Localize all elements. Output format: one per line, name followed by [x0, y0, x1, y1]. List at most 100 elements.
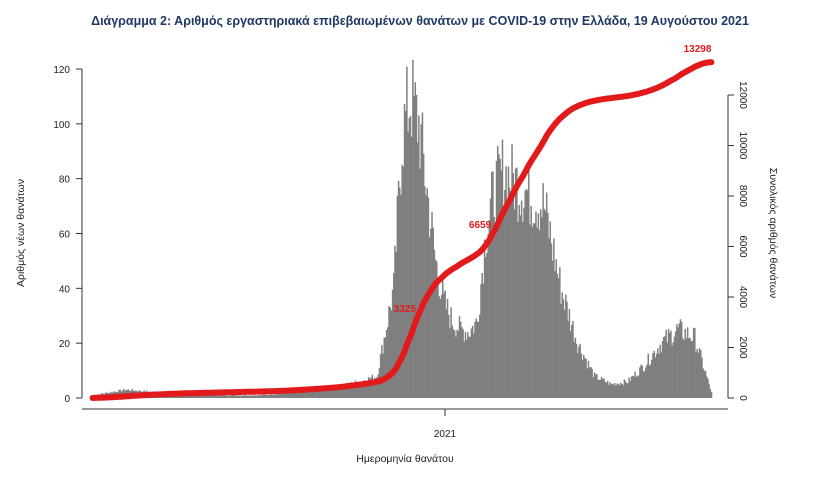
- bar: [453, 330, 456, 398]
- bar: [291, 392, 293, 398]
- bar: [336, 387, 339, 398]
- left-ticks: 0 20 40 60 80 100 120: [53, 65, 82, 405]
- x-axis-label: Ημερομηνία θανάτου: [356, 453, 454, 465]
- bar: [260, 394, 262, 398]
- bar: [339, 387, 341, 398]
- bar: [384, 337, 387, 398]
- bar: [525, 188, 528, 398]
- bar: [627, 383, 629, 398]
- bar: [682, 338, 684, 398]
- bar: [530, 206, 532, 398]
- y-tick-label: 20: [59, 339, 71, 350]
- cumulative-label: 6659: [469, 220, 492, 231]
- bar: [702, 368, 704, 398]
- bar: [348, 384, 351, 398]
- bar: [584, 358, 586, 398]
- bar: [599, 379, 602, 398]
- bar: [262, 394, 265, 398]
- bar: [593, 372, 596, 398]
- bar: [397, 180, 400, 398]
- bar: [620, 382, 622, 398]
- bar: [123, 388, 125, 398]
- bar: [195, 395, 198, 398]
- cumulative-labels: 3325 6659 13298: [394, 44, 712, 315]
- bar: [624, 381, 627, 398]
- bar: [636, 375, 639, 398]
- bar: [555, 259, 558, 398]
- bar: [366, 382, 369, 398]
- bar: [554, 271, 556, 398]
- bar: [467, 332, 469, 398]
- bar: [345, 385, 347, 398]
- bar: [353, 383, 356, 398]
- bar: [647, 353, 649, 398]
- bar: [428, 237, 431, 398]
- bar: [413, 95, 415, 398]
- bar: [621, 383, 623, 398]
- bar: [664, 336, 666, 398]
- bar: [289, 392, 291, 398]
- bar: [286, 392, 289, 398]
- bar: [708, 384, 710, 398]
- bar: [281, 392, 284, 398]
- bar: [494, 226, 497, 398]
- bar: [500, 170, 503, 398]
- bar: [571, 324, 573, 398]
- bar: [544, 210, 547, 398]
- bar: [674, 331, 677, 398]
- bar: [604, 381, 606, 398]
- bar: [351, 385, 353, 398]
- bar: [543, 208, 546, 398]
- bar: [295, 391, 297, 398]
- bar: [377, 374, 380, 398]
- y2-axis-label: Συνολικός αριθμός θανάτων: [767, 168, 779, 298]
- bar: [418, 115, 420, 398]
- bar: [247, 395, 249, 398]
- bar: [375, 378, 377, 398]
- y-tick-label: 100: [53, 120, 70, 131]
- bar: [561, 292, 563, 398]
- bar: [305, 390, 308, 398]
- y-tick-label: 40: [59, 284, 71, 295]
- bar: [605, 382, 608, 398]
- bar: [415, 94, 418, 399]
- bar: [373, 377, 376, 398]
- bar: [197, 395, 199, 398]
- bar: [238, 395, 241, 398]
- bar: [318, 389, 321, 398]
- bar: [658, 353, 660, 398]
- bar: [205, 394, 207, 398]
- bar: [219, 395, 222, 398]
- bar: [221, 395, 223, 398]
- bar: [567, 321, 569, 398]
- bar: [352, 384, 354, 398]
- bar: [663, 336, 665, 398]
- bar: [517, 221, 519, 398]
- bar: [477, 321, 480, 398]
- bar: [676, 324, 678, 398]
- bar: [367, 377, 370, 398]
- bar: [631, 375, 634, 398]
- bar: [388, 306, 390, 398]
- bar: [685, 338, 688, 398]
- bar: [194, 395, 197, 398]
- bar: [439, 299, 442, 398]
- bar: [290, 391, 292, 398]
- bar: [217, 395, 219, 398]
- bar: [458, 316, 461, 398]
- bar: [643, 370, 646, 398]
- bar: [553, 238, 555, 398]
- bar: [292, 392, 295, 398]
- bar: [440, 295, 443, 398]
- bar: [248, 395, 250, 398]
- bar: [710, 391, 713, 398]
- bar: [615, 385, 617, 398]
- bar: [265, 394, 267, 398]
- bar: [442, 280, 444, 398]
- bar: [469, 336, 471, 398]
- bar: [680, 321, 683, 398]
- bar: [541, 217, 543, 398]
- bar: [364, 381, 366, 398]
- bar: [356, 382, 358, 398]
- bar: [314, 390, 316, 398]
